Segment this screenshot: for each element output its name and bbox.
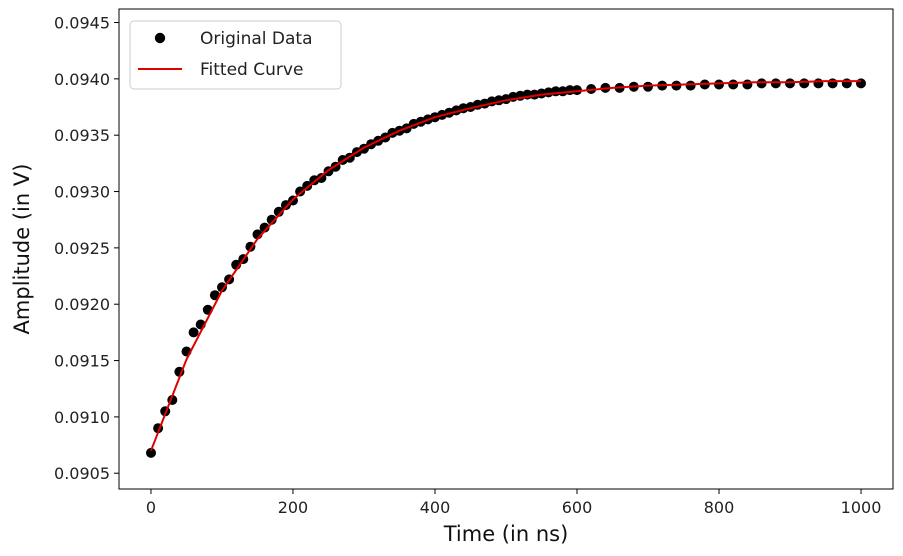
fitted-curve-line — [150, 80, 861, 452]
legend-label-original-data: Original Data — [200, 29, 313, 49]
data-point-80 — [856, 78, 866, 89]
y-tick-label: 0.0925 — [54, 239, 110, 258]
y-tick-label: 0.0945 — [54, 14, 110, 33]
y-tick-label: 0.0930 — [54, 183, 110, 202]
y-axis-label: Amplitude (in V) — [10, 164, 34, 335]
y-tick-label: 0.0920 — [54, 295, 110, 314]
data-point-10 — [217, 282, 227, 293]
x-tick-label: 600 — [562, 498, 593, 517]
data-point-77 — [813, 78, 824, 89]
x-tick-label: 0 — [146, 498, 156, 517]
legend-label-fitted-curve: Fitted Curve — [200, 60, 303, 80]
data-point-74 — [770, 78, 781, 89]
data-point-68 — [685, 80, 696, 91]
data-point-78 — [827, 78, 838, 89]
y-tick-label: 0.0935 — [54, 126, 110, 145]
data-point-21 — [295, 186, 306, 197]
data-point-22 — [302, 180, 313, 191]
data-point-17 — [266, 214, 277, 225]
legend-marker-original-data — [154, 32, 166, 44]
plot-frame — [118, 8, 894, 490]
y-tick-label: 0.0910 — [54, 408, 110, 427]
x-tick-label: 800 — [704, 498, 735, 517]
fitted-curve — [150, 80, 861, 452]
data-point-16 — [259, 222, 270, 233]
data-point-0 — [146, 447, 156, 458]
data-point-71 — [728, 79, 739, 90]
data-point-72 — [742, 79, 753, 90]
x-tick-label: 400 — [420, 498, 451, 517]
y-tick-label: 0.0915 — [54, 352, 110, 371]
y-tick-label: 0.0905 — [54, 464, 110, 483]
y-axis: 0.0905 0.0910 0.0915 0.0920 0.0925 0.0930 0.09… — [54, 14, 119, 483]
legend-box — [129, 20, 342, 90]
x-axis-label: Time (in ns) — [443, 522, 569, 546]
data-point-70 — [714, 79, 724, 90]
data-point-60 — [572, 85, 582, 96]
y-tick-label: 0.0940 — [54, 70, 110, 89]
data-point-73 — [756, 78, 767, 89]
data-point-76 — [799, 78, 810, 89]
data-points — [146, 78, 866, 458]
x-tick-label: 200 — [278, 498, 309, 517]
data-point-24 — [316, 173, 327, 183]
data-point-6 — [188, 327, 199, 338]
data-point-79 — [841, 78, 852, 89]
data-point-75 — [785, 78, 795, 89]
data-point-65 — [643, 81, 653, 92]
legend: Original Data Fitted Curve — [129, 20, 342, 90]
data-point-19 — [280, 200, 291, 211]
data-point-18 — [273, 206, 284, 217]
x-axis: 0 200 400 600 800 1000 — [146, 489, 882, 517]
x-tick-label: 1000 — [841, 498, 882, 517]
